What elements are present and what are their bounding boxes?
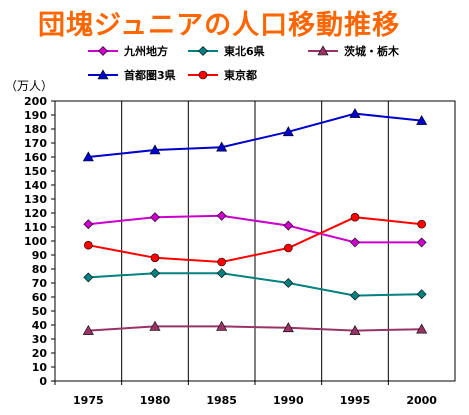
y-tick-label: 30 [32,333,48,346]
x-tick-label: 1995 [340,394,371,407]
data-point [282,126,294,137]
y-tick-label: 160 [24,151,47,164]
series-line [88,214,422,244]
data-point [82,151,94,162]
y-tick-label: 130 [24,193,47,206]
data-point [216,141,228,152]
chart-title: 団塊ジュニアの人口移動推移 [38,10,400,41]
y-tick-label: 170 [24,137,47,150]
legend-marker [98,46,108,56]
data-point [282,322,294,333]
y-tick-label: 10 [32,361,48,374]
x-tick-label: 1985 [206,394,237,407]
y-tick-label: 80 [32,263,48,276]
y-tick-label: 140 [24,179,47,192]
data-point [217,257,226,267]
y-tick-label: 50 [32,305,48,318]
y-tick-label: 70 [32,277,48,290]
x-tick-label: 1980 [140,394,171,407]
y-tick-label: 60 [32,291,48,304]
legend-label: 首都圏3県 [124,68,176,82]
data-point [350,290,360,301]
y-axis-label: （万人） [5,79,53,93]
data-point [216,210,227,221]
series-line [88,112,422,158]
legend-marker [198,46,208,56]
data-point [150,268,160,279]
data-point [150,253,160,263]
data-point [416,237,427,248]
data-point [149,144,161,155]
plot-area: 0102030405060708090100110120130140150160… [24,95,456,407]
y-tick-label: 190 [24,109,47,122]
legend-label: 茨城・栃木 [344,44,400,58]
x-tick-label: 1990 [273,394,304,407]
y-tick-label: 200 [24,95,47,108]
data-point [349,324,361,335]
data-point [149,320,161,331]
y-tick-label: 180 [24,123,47,136]
y-tick-label: 120 [24,207,47,220]
series-line [88,272,422,297]
data-point [417,219,426,229]
y-tick-label: 90 [32,249,48,262]
data-point [84,240,93,250]
y-tick-label: 0 [39,375,47,388]
series-line [88,325,422,332]
legend-marker [198,70,208,80]
legend-label: 東北6県 [224,44,265,58]
data-point [284,243,293,253]
data-point [350,212,360,222]
data-point [216,320,228,331]
y-tick-label: 150 [24,165,47,178]
data-point [283,278,294,288]
legend-label: 東京都 [224,68,257,82]
y-tick-label: 110 [24,221,47,234]
data-point [82,324,94,335]
legend-label: 九州地方 [123,44,168,58]
data-point [216,268,227,279]
legend-marker [317,45,329,56]
data-point [349,107,361,118]
series-line [88,216,422,264]
y-tick-label: 100 [24,235,47,248]
data-point [83,219,94,230]
x-tick-label: 1975 [73,394,104,407]
legend-marker [97,69,109,80]
data-point [150,212,160,223]
y-tick-label: 40 [32,319,48,332]
data-point [350,237,360,248]
data-point [416,323,428,334]
y-tick-label: 20 [32,347,48,360]
x-tick-label: 2000 [406,394,437,407]
data-point [416,114,428,125]
data-point [416,289,427,300]
data-point [83,272,94,283]
data-point [283,220,294,231]
